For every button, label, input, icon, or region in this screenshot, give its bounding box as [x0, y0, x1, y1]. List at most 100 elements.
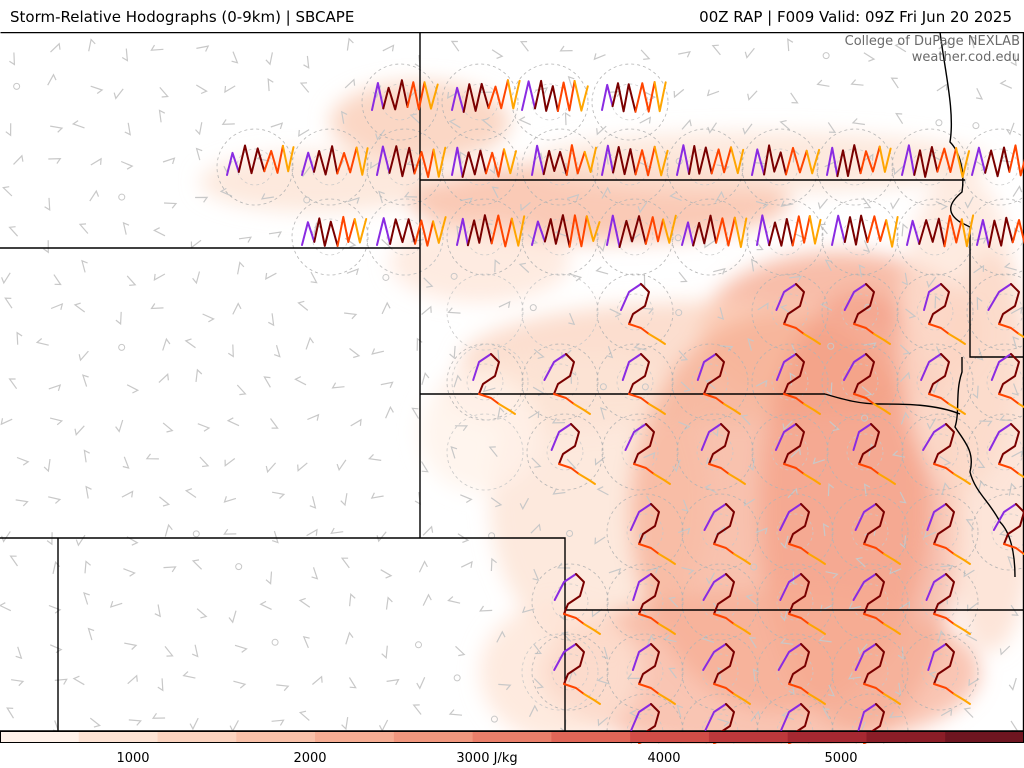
hodograph-segment — [777, 643, 802, 671]
wind-barb — [422, 525, 434, 536]
hodograph-segment — [237, 144, 266, 175]
wind-barb — [750, 710, 761, 722]
hodograph-ring — [821, 273, 899, 351]
hodograph-segment — [713, 613, 735, 625]
hodograph-segment — [634, 81, 656, 113]
calm-wind-marker — [750, 563, 758, 571]
wind-barb — [594, 536, 606, 545]
wind-barb — [381, 301, 391, 315]
hodograph-segment — [779, 503, 802, 531]
hodograph-ring-inner — [921, 433, 959, 471]
wind-barb — [857, 643, 868, 655]
wind-barb — [126, 536, 139, 546]
wind-barb — [488, 446, 498, 457]
hodograph-ring-inner — [846, 433, 884, 471]
wind-barb — [54, 678, 68, 685]
hodograph-segment — [859, 145, 881, 175]
wind-barb — [519, 497, 530, 511]
wind-barb — [923, 531, 937, 539]
hodograph-segment — [763, 144, 787, 176]
hodograph-ring — [526, 413, 604, 491]
hodograph-ring — [681, 633, 759, 711]
hodograph-segment — [928, 323, 950, 335]
hodograph — [901, 144, 970, 178]
wind-barb — [862, 153, 874, 162]
hodograph-segment — [704, 703, 727, 731]
wind-barb — [43, 240, 49, 254]
hodograph — [920, 353, 966, 415]
wind-barb — [159, 87, 169, 98]
hodograph-segment — [808, 215, 822, 245]
wind-barb — [668, 596, 679, 608]
wind-barb — [421, 305, 432, 315]
wind-barb — [268, 313, 275, 327]
wind-barb — [4, 297, 13, 309]
hodograph-segment — [803, 333, 821, 345]
hodograph-segment — [573, 80, 589, 112]
hodograph-segment — [756, 214, 771, 247]
hodograph — [624, 423, 671, 485]
hodograph-segment — [472, 353, 492, 381]
wind-barb — [113, 88, 124, 100]
hodograph-ring-inner — [386, 218, 424, 256]
wind-barb — [50, 125, 64, 133]
wind-barb — [566, 193, 580, 201]
wind-barb — [780, 608, 788, 622]
wind-barb — [89, 189, 100, 202]
hodograph-segment — [485, 148, 505, 178]
wind-barb — [124, 122, 131, 136]
hodograph-segment — [723, 403, 741, 415]
hodograph-segment — [628, 393, 650, 405]
wind-barb — [153, 273, 166, 281]
wind-barb — [633, 342, 647, 351]
hodograph — [777, 643, 826, 705]
hodograph-segment — [788, 613, 810, 625]
hodograph-segment — [808, 553, 826, 565]
hodograph-segment — [388, 145, 416, 178]
wind-barb — [224, 85, 236, 94]
hodograph-segment — [553, 573, 577, 601]
wind-barb — [812, 457, 826, 465]
hodograph — [926, 503, 971, 565]
wind-barb — [787, 38, 794, 52]
hodograph-ring — [451, 343, 529, 421]
wind-barb — [298, 597, 311, 608]
wind-barb — [90, 85, 104, 94]
wind-barb — [195, 196, 209, 203]
hodograph-segment — [703, 353, 725, 395]
wind-barb — [87, 627, 95, 641]
hodograph-segment — [563, 573, 585, 615]
hodograph-segment — [487, 79, 509, 110]
wind-barb — [163, 566, 177, 573]
wind-barb — [48, 157, 62, 164]
colorbar-tick-1000: 1000 — [116, 751, 150, 766]
hodograph-segment — [628, 353, 650, 395]
hodograph-segment — [852, 423, 872, 451]
wind-barb — [498, 683, 512, 691]
hodograph-segment — [573, 403, 591, 415]
wind-barb — [863, 240, 871, 253]
wind-barb — [551, 417, 566, 424]
wind-barb — [711, 44, 721, 56]
wind-barb — [189, 717, 199, 731]
wind-barb — [862, 197, 872, 209]
wind-barb — [829, 420, 840, 432]
wind-barb — [779, 304, 792, 315]
colorbar-tick-4000: 4000 — [647, 751, 681, 766]
hodograph — [629, 503, 676, 565]
wind-barb — [5, 123, 12, 137]
wind-barb — [744, 498, 756, 507]
hodograph-segment — [926, 503, 947, 531]
wind-barb — [827, 684, 836, 697]
calm-wind-marker — [822, 52, 830, 60]
wind-barb — [963, 707, 974, 718]
hodograph-segment — [510, 215, 526, 247]
hodograph-segment — [633, 463, 655, 475]
hodograph-segment — [376, 217, 392, 246]
hodograph-segment — [313, 217, 339, 247]
hodograph-segment — [336, 215, 356, 247]
hodograph-ring — [291, 198, 369, 276]
wind-barb — [936, 83, 948, 92]
wind-barb — [302, 635, 310, 649]
wind-barb — [349, 348, 361, 359]
